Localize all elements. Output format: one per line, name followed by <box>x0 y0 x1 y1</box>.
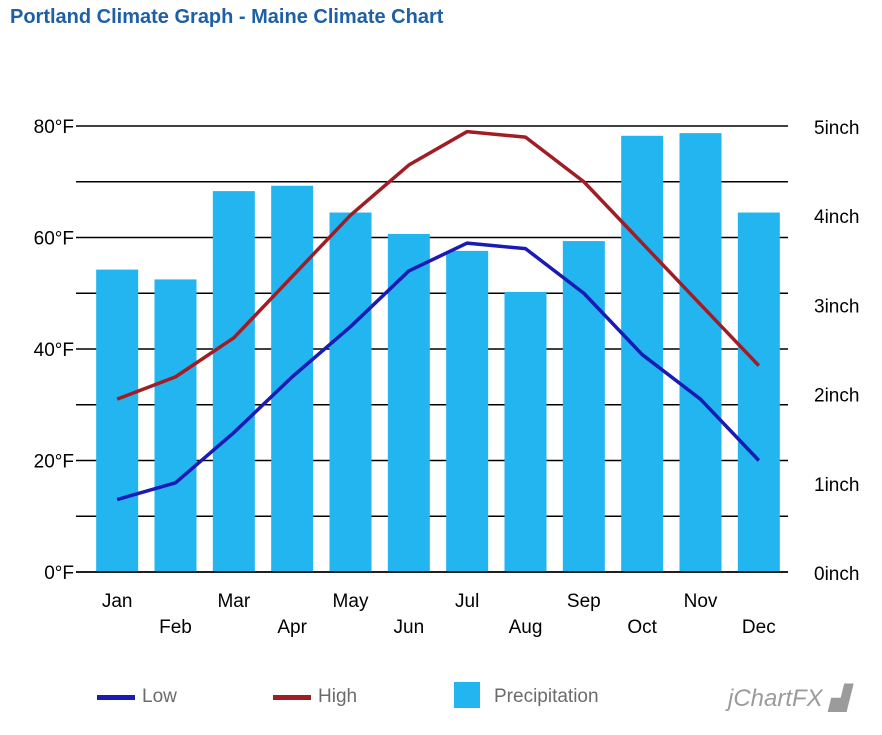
x-axis-tick-label: Dec <box>742 617 776 638</box>
legend-item-precipitation: Precipitation <box>454 682 599 708</box>
x-axis-tick-label: Sep <box>567 591 601 612</box>
left-axis-tick-label: 20°F <box>34 452 74 473</box>
left-axis-tick-label: 40°F <box>34 340 74 361</box>
x-axis-tick-label: Mar <box>217 591 250 612</box>
bar-chart-icon: ▟ <box>829 685 848 712</box>
right-axis-tick-label: 1inch <box>814 475 859 496</box>
bar-mar <box>212 191 255 572</box>
legend-swatch <box>97 694 135 700</box>
x-axis-tick-label: May <box>333 591 369 612</box>
right-axis-tick-label: 3inch <box>814 296 859 317</box>
x-axis-tick-label: Jun <box>394 617 425 638</box>
legend-label: Low <box>142 686 177 707</box>
series-line-low <box>116 241 761 502</box>
right-axis-tick-label: 0inch <box>814 564 859 585</box>
bar-sep <box>562 241 605 572</box>
bar-feb <box>154 279 197 572</box>
legend-item-low: Low <box>97 686 177 708</box>
x-axis-tick-label: Aug <box>509 617 543 638</box>
right-axis-tick-label: 5inch <box>814 118 859 139</box>
legend-item-high: High <box>273 686 357 708</box>
series-line-high <box>116 129 761 401</box>
left-axis-tick-label: 80°F <box>34 117 74 138</box>
bar-may <box>329 212 372 573</box>
x-axis-tick-label: Feb <box>159 617 192 638</box>
legend-label: Precipitation <box>494 686 599 707</box>
bar-jan <box>96 269 139 572</box>
x-axis-tick-label: Apr <box>277 617 307 638</box>
legend-swatch <box>454 682 480 708</box>
bar-aug <box>504 291 547 572</box>
right-axis-tick-label: 4inch <box>814 207 859 228</box>
left-axis-tick-label: 0°F <box>44 563 74 584</box>
chart-title: Portland Climate Graph - Maine Climate C… <box>10 6 444 28</box>
bar-jul <box>446 250 489 572</box>
left-axis-tick-label: 60°F <box>34 229 74 250</box>
bar-dec <box>737 212 780 573</box>
legend-swatch <box>273 694 311 700</box>
x-axis-tick-label: Jul <box>455 591 479 612</box>
x-axis-tick-label: Oct <box>627 617 657 638</box>
right-axis-tick-label: 2inch <box>814 386 859 407</box>
legend-label: High <box>318 686 358 707</box>
jchartfx-logo: jChartFX ▟ <box>728 685 848 712</box>
x-axis-tick-label: Nov <box>684 591 718 612</box>
bar-jun <box>387 233 430 572</box>
bar-nov <box>679 133 722 573</box>
x-axis-tick-label: Jan <box>102 591 133 612</box>
